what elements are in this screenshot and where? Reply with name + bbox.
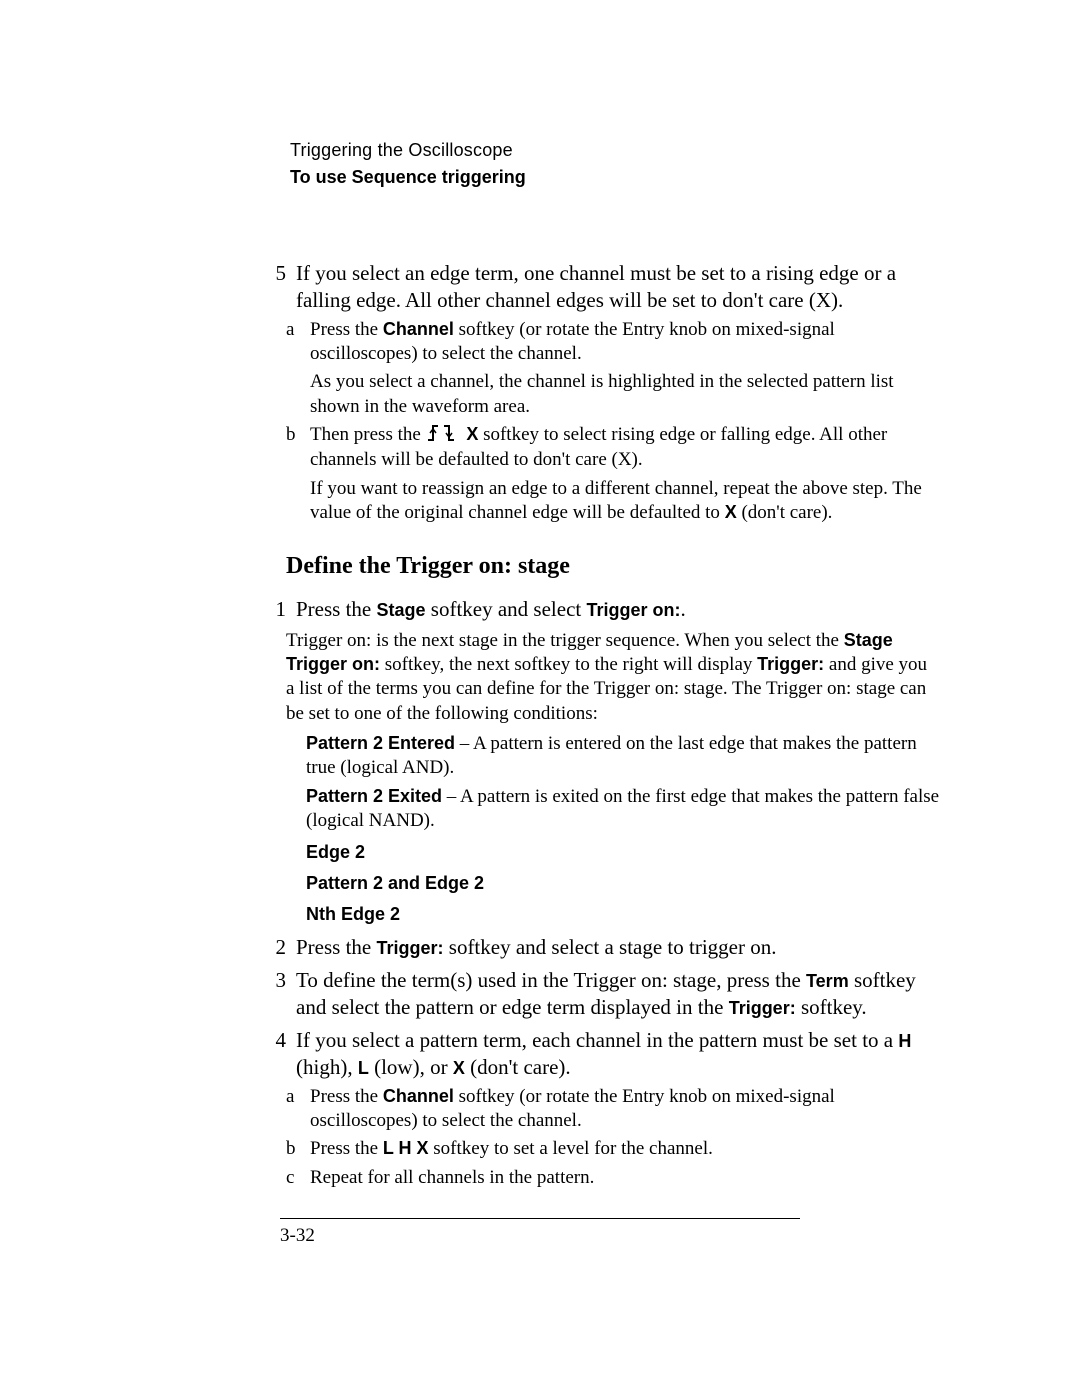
step-text: Press the Stage softkey and select Trigg… [296,596,686,623]
rising-falling-edge-icon [426,423,462,448]
step-4c: c Repeat for all channels in the pattern… [286,1166,940,1190]
page-number: 3-32 [280,1225,315,1247]
text: Press the [310,1138,383,1159]
substep-text: Repeat for all channels in the pattern. [310,1166,594,1190]
trigger-softkey-label: Trigger: [729,998,796,1018]
step-text: If you select a pattern term, each chann… [296,1027,940,1081]
substep-letter: b [286,1137,310,1161]
step-number: 2 [260,934,296,961]
step-5: 5 If you select an edge term, one channe… [260,260,940,314]
step-number: 1 [260,596,296,623]
text: (don't care). [737,502,833,523]
running-header: Triggering the Oscilloscope To use Seque… [290,140,940,188]
condition-name: Pattern 2 Entered [306,733,455,753]
condition-nth-edge2: Nth Edge 2 [306,903,940,926]
text: softkey, the next softkey to the right w… [380,654,757,675]
step-number: 3 [260,967,296,1021]
condition-name: Pattern 2 Exited [306,786,442,806]
substep-text: Press the Channel softkey (or rotate the… [310,318,940,367]
trigger-softkey-label: Trigger: [377,938,444,958]
text: softkey. [796,995,867,1019]
step-5a: a Press the Channel softkey (or rotate t… [286,318,940,367]
text: If you select a pattern term, each chann… [296,1028,898,1052]
text: Press the [296,597,377,621]
text: Trigger on: is the next stage in the tri… [286,630,844,651]
section-title: To use Sequence triggering [290,167,940,188]
subsection-heading: Define the Trigger on: stage [286,551,940,582]
low-label: L [358,1058,369,1078]
channel-softkey-label: Channel [383,1086,454,1106]
substep-text: Then press the X softkey to select risin… [310,423,940,473]
step-5b: b Then press the X softkey to select ris… [286,423,940,473]
text: (high), [296,1055,358,1079]
step-1-paragraph: Trigger on: is the next stage in the tri… [286,629,940,726]
term-softkey-label: Term [806,971,849,991]
channel-softkey-label: Channel [383,319,454,339]
condition-pattern2-and-edge2: Pattern 2 and Edge 2 [306,872,940,895]
step-text: To define the term(s) used in the Trigge… [296,967,940,1021]
text: Then press the [310,424,426,445]
step-2: 2 Press the Trigger: softkey and select … [260,934,940,961]
text: Press the [310,1086,383,1107]
substep-letter: a [286,318,310,367]
trigger-on-label: Trigger on: [586,600,680,620]
text: softkey and select a stage to trigger on… [444,935,777,959]
substep-text: Press the Channel softkey (or rotate the… [310,1085,940,1134]
step-5a-note: As you select a channel, the channel is … [310,370,940,419]
step-3: 3 To define the term(s) used in the Trig… [260,967,940,1021]
step-text: If you select an edge term, one channel … [296,260,940,314]
condition-pattern2-exited: Pattern 2 Exited – A pattern is exited o… [306,785,940,834]
step-text: Press the Trigger: softkey and select a … [296,934,777,961]
x-label: X [466,424,478,444]
dontcare-label: X [453,1058,465,1078]
trigger-label: Trigger: [757,654,824,674]
step-number: 4 [260,1027,296,1081]
step-4: 4 If you select a pattern term, each cha… [260,1027,940,1081]
step-4b: b Press the L H X softkey to set a level… [286,1137,940,1161]
text: softkey and select [426,597,587,621]
substep-text: Press the L H X softkey to set a level f… [310,1137,713,1161]
step-1: 1 Press the Stage softkey and select Tri… [260,596,940,623]
lhx-softkey-label: L H X [383,1138,429,1158]
stage-softkey-label: Stage [377,600,426,620]
text: (low), or [369,1055,453,1079]
text: Press the [296,935,377,959]
step-4a: a Press the Channel softkey (or rotate t… [286,1085,940,1134]
footer-rule [280,1218,800,1219]
page: Triggering the Oscilloscope To use Seque… [0,0,1080,1397]
step-5b-note: If you want to reassign an edge to a dif… [310,477,940,526]
substep-letter: c [286,1166,310,1190]
substep-letter: a [286,1085,310,1134]
condition-list: Pattern 2 Entered – A pattern is entered… [306,732,940,833]
condition-edge2: Edge 2 [306,841,940,864]
step-number: 5 [260,260,296,314]
x-bold: X [725,502,737,522]
chapter-title: Triggering the Oscilloscope [290,140,940,161]
text: . [680,597,685,621]
high-label: H [898,1031,911,1051]
condition-pattern2-entered: Pattern 2 Entered – A pattern is entered… [306,732,940,781]
text: softkey to set a level for the channel. [429,1138,713,1159]
body-content: 5 If you select an edge term, one channe… [260,260,940,1190]
text: (don't care). [465,1055,571,1079]
text: To define the term(s) used in the Trigge… [296,968,806,992]
substep-letter: b [286,423,310,473]
text: Press the [310,319,383,340]
